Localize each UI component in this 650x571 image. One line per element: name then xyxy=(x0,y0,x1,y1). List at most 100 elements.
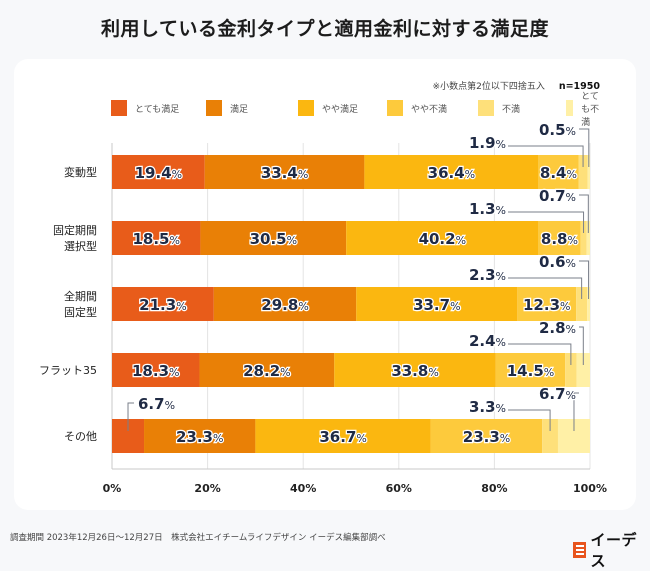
data-label: 33.8% xyxy=(391,362,438,380)
leader-line xyxy=(127,402,135,431)
data-label: 6.7% xyxy=(539,385,576,403)
bar-segment xyxy=(587,287,590,321)
bar-segment xyxy=(334,353,496,387)
data-label: 0.7% xyxy=(539,187,576,205)
legend-label: やや不満 xyxy=(411,104,448,115)
bar-segment xyxy=(576,287,588,321)
e-logo-icon xyxy=(573,542,587,558)
leader-line xyxy=(508,409,551,431)
bar-segment xyxy=(565,353,577,387)
stacked-bar-chart: 0% 20% 40% 60% 80% 100% 変動型固定期間選択型全期間固定型フラット35… xyxy=(39,120,607,495)
legend-item: とても満足 xyxy=(111,100,179,116)
data-label: 33.4% xyxy=(261,164,308,182)
legend-label: とても不満 xyxy=(581,91,600,128)
data-label: 1.3% xyxy=(469,200,506,218)
legend-swatch xyxy=(387,100,403,116)
legend-item: 不満 xyxy=(478,100,520,116)
data-label: 8.4% xyxy=(540,164,577,182)
bar-segment xyxy=(200,221,347,255)
data-label: 0.6% xyxy=(539,253,576,271)
brand-logo: イーデス xyxy=(573,529,650,571)
bar-segment xyxy=(517,287,577,321)
data-label: 33.7% xyxy=(413,296,460,314)
bar-segment xyxy=(364,155,539,189)
legend-swatch xyxy=(478,100,494,116)
category-label: その他 xyxy=(64,430,97,443)
bar-segment xyxy=(538,221,581,255)
bar-segment xyxy=(112,155,205,189)
legend-swatch xyxy=(111,100,127,116)
legend-label: 不満 xyxy=(502,104,521,115)
chart-title: 利用している金利タイプと適用金利に対する満足度 xyxy=(101,18,549,40)
x-tick-label: 80% xyxy=(481,482,507,495)
leader-line xyxy=(508,211,585,233)
bar-segment xyxy=(204,155,365,189)
category-label: 全期間 xyxy=(64,289,97,303)
data-label: 30.5% xyxy=(250,230,297,248)
x-tick-label: 0% xyxy=(103,482,122,495)
data-label: 6.7% xyxy=(138,395,175,413)
data-label: 18.5% xyxy=(132,230,179,248)
data-label: 2.3% xyxy=(469,266,506,284)
leader-line xyxy=(573,392,579,431)
data-label: 18.3% xyxy=(132,362,179,380)
leader-line xyxy=(508,277,583,299)
rounding-note-text: ※小数点第2位以下四捨五入 xyxy=(432,82,545,92)
legend-item: 満足 xyxy=(206,100,248,116)
data-label: 2.8% xyxy=(539,319,576,337)
data-label: 21.3% xyxy=(139,296,186,314)
data-label: 19.4% xyxy=(135,164,182,182)
bar-segment xyxy=(538,155,579,189)
sample-size: n=1950 xyxy=(558,81,600,92)
bar-segment xyxy=(213,287,357,321)
bar-segment xyxy=(255,419,431,453)
legend-item: とても不満 xyxy=(566,92,601,128)
bar-segment xyxy=(587,155,590,189)
category-label: 固定期間 xyxy=(53,223,97,237)
data-label: 40.2% xyxy=(419,230,466,248)
bar-segment xyxy=(430,419,543,453)
data-label: 12.3% xyxy=(523,296,570,314)
bar-segment xyxy=(578,155,588,189)
legend-swatch xyxy=(206,100,222,116)
survey-footer: 調査期間 2023年12月26日〜12月27日 株式会社エイチームライフデザイン… xyxy=(10,533,386,543)
bar-segment xyxy=(346,221,539,255)
leader-line xyxy=(579,128,590,167)
bar-segment xyxy=(356,287,518,321)
data-label: 2.4% xyxy=(469,332,506,350)
bar-segment xyxy=(576,353,590,387)
category-label: 変動型 xyxy=(64,165,97,179)
x-tick-label: 20% xyxy=(194,482,220,495)
x-tick-label: 60% xyxy=(386,482,412,495)
bar-segment xyxy=(495,353,566,387)
data-label: 14.5% xyxy=(507,362,554,380)
legend-item: やや満足 xyxy=(298,100,358,116)
data-label: 29.8% xyxy=(261,296,308,314)
x-tick-label: 100% xyxy=(573,482,607,495)
bar-segment xyxy=(542,419,558,453)
leader-line xyxy=(508,145,584,167)
legend-swatch xyxy=(566,100,574,116)
x-tick-label: 40% xyxy=(290,482,316,495)
data-label: 8.8% xyxy=(541,230,578,248)
rounding-note: ※小数点第2位以下四捨五入 n=1950 xyxy=(433,79,600,92)
logo-text: イーデス xyxy=(590,531,637,570)
bar-segment xyxy=(144,419,256,453)
data-label: 23.3% xyxy=(463,428,510,446)
bar-segment xyxy=(112,221,201,255)
bar-segment xyxy=(112,287,214,321)
data-label: 3.3% xyxy=(469,398,506,416)
bar-segment xyxy=(580,221,587,255)
legend-label: やや満足 xyxy=(322,104,359,115)
leader-line xyxy=(579,326,584,365)
leader-line xyxy=(508,343,572,365)
data-label: 36.4% xyxy=(428,164,475,182)
data-label: 28.2% xyxy=(243,362,290,380)
category-label: 固定型 xyxy=(64,305,97,319)
data-label: 1.9% xyxy=(469,134,506,152)
legend: とても満足 満足 やや満足 やや不満 不満 とても不満 xyxy=(111,92,601,128)
legend-swatch xyxy=(298,100,314,116)
legend-label: 満足 xyxy=(230,104,249,115)
legend-item: やや不満 xyxy=(387,100,447,116)
leader-line xyxy=(579,260,590,299)
